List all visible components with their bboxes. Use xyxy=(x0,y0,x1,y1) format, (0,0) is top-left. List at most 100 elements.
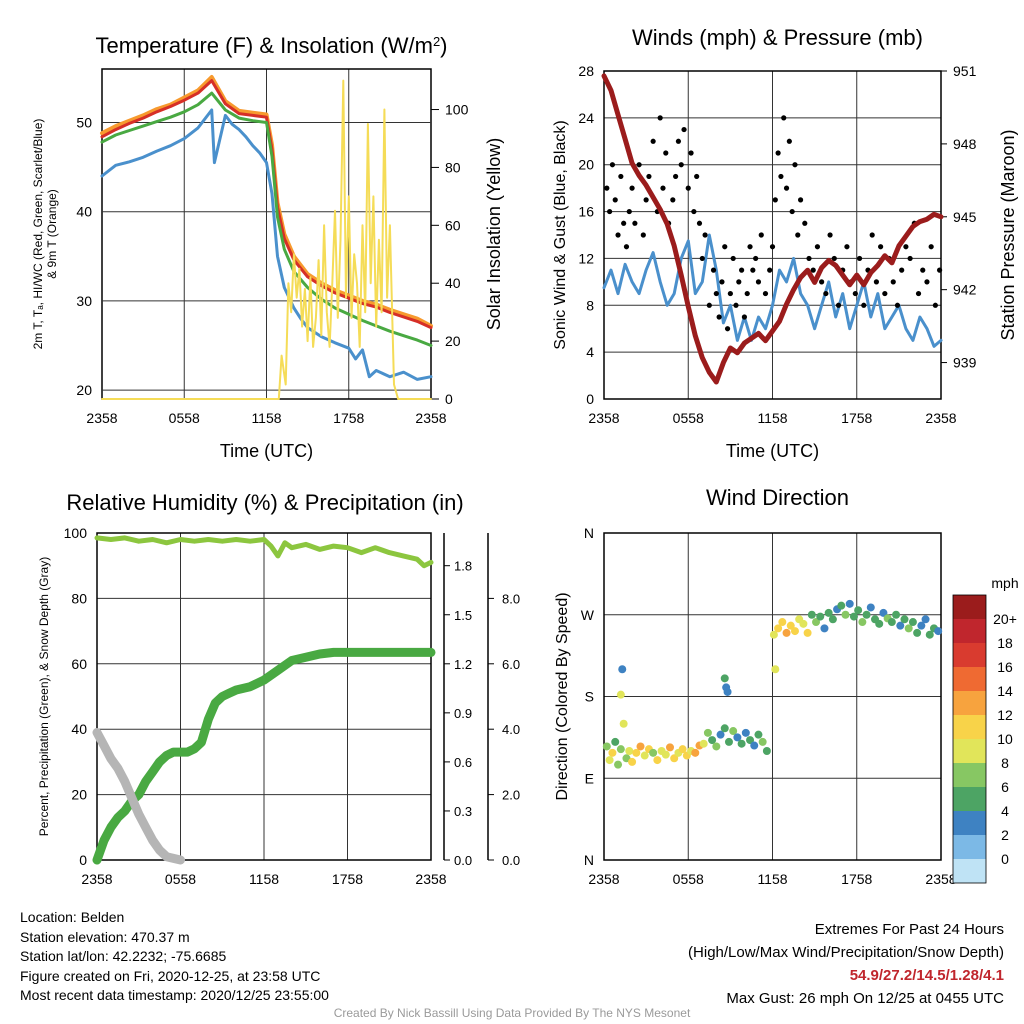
gust-point xyxy=(660,185,666,191)
y-tick-label: S xyxy=(585,689,594,705)
gust-point xyxy=(795,232,801,238)
gust-point xyxy=(615,232,621,238)
y-tick-label: 60 xyxy=(71,656,87,672)
colorbar-swatch xyxy=(953,667,986,691)
precip-tick-label: 0.0 xyxy=(454,853,472,868)
wind-dir-point xyxy=(803,628,812,637)
gust-point xyxy=(747,244,753,250)
wind-dir-point xyxy=(750,741,759,750)
y2-tick-label: 951 xyxy=(953,63,977,79)
gust-point xyxy=(727,290,733,297)
x-tick-label: 2358 xyxy=(81,871,112,887)
series-rh xyxy=(94,535,434,569)
y-tick-label: 30 xyxy=(76,293,92,309)
y-tick-label: W xyxy=(581,607,595,623)
gust-point xyxy=(750,267,756,273)
y-tick-label: E xyxy=(585,770,594,786)
gust-point xyxy=(739,267,745,273)
y-tick-label: 20 xyxy=(71,787,87,803)
x-tick-label: 0558 xyxy=(165,871,196,887)
y2-tick-label: 40 xyxy=(445,275,461,291)
x-tick-label: 0558 xyxy=(673,871,704,887)
gust-point xyxy=(733,302,739,308)
gust-point xyxy=(640,232,646,238)
wind-dir-point xyxy=(649,748,658,757)
y2-tick-label: 20 xyxy=(445,333,461,349)
wind-dir-point xyxy=(708,736,717,745)
gust-point xyxy=(758,232,764,238)
gust-point xyxy=(920,267,926,273)
gust-point xyxy=(894,302,901,308)
colorbar-label: 10 xyxy=(997,731,1013,747)
x-tick-label: 1158 xyxy=(757,410,787,426)
gust-point xyxy=(691,208,697,215)
y-axis-label: Sonic Wind & Gust (Blue, Black) xyxy=(552,120,569,349)
gust-point xyxy=(636,162,642,168)
wind-dir-point xyxy=(917,621,926,630)
gust-point xyxy=(924,279,930,285)
y-axis-label: Percent, Precipitation (Green), & Snow D… xyxy=(37,557,51,836)
wind-dir-point xyxy=(762,747,771,755)
y2-tick-label: 948 xyxy=(953,136,977,152)
gust-point xyxy=(604,185,610,191)
colorbar-label: 0 xyxy=(1001,851,1009,867)
wind-dir-point xyxy=(858,618,867,627)
wind-dir-point xyxy=(661,750,670,759)
x-tick-label: 1758 xyxy=(841,871,872,887)
colorbar-frame xyxy=(952,594,987,884)
gust-point xyxy=(802,220,808,226)
wind-dir-point xyxy=(754,730,763,739)
wind-dir-point xyxy=(632,748,641,757)
gust-point xyxy=(810,267,816,273)
wind-dir-point xyxy=(820,624,829,633)
wind-dir-point xyxy=(628,757,637,766)
wind-dir-point xyxy=(862,610,871,619)
snow-tick-label: 2.0 xyxy=(502,788,520,803)
wind-dir-point xyxy=(653,756,662,765)
x-tick-label: 2358 xyxy=(925,871,956,887)
wind-dir-point xyxy=(875,619,884,628)
y2-tick-label: 939 xyxy=(953,355,977,371)
y2-axis-label: Solar Insolation (Yellow) xyxy=(484,138,504,330)
y-tick-label: 20 xyxy=(76,382,92,398)
wind-dir-point xyxy=(774,624,783,633)
gust-point xyxy=(936,267,943,273)
wind-dir-point xyxy=(699,739,708,748)
chart-title: Relative Humidity (%) & Precipitation (i… xyxy=(66,490,463,515)
wind-dir-point xyxy=(746,736,755,745)
plot-frame xyxy=(603,70,942,400)
wind-dir-point xyxy=(616,690,625,699)
colorbar-label: 8 xyxy=(1001,755,1009,771)
y-axis-label: 2m T, Tₐ, HI/WC (Red, Green, Scarlet/Blu… xyxy=(31,119,45,350)
x-tick-label: 1158 xyxy=(757,871,787,887)
wind-dir-point xyxy=(665,743,674,752)
gust-point xyxy=(789,208,795,215)
station-location: Location: Belden xyxy=(20,909,125,925)
colorbar-swatch xyxy=(953,787,986,811)
series-yellow xyxy=(101,79,432,400)
title-superscript: 2 xyxy=(433,34,440,49)
wind-dir-point xyxy=(605,756,614,765)
series-blue xyxy=(100,108,433,381)
max-gust: Max Gust: 26 mph On 12/25 at 0455 UTC xyxy=(726,990,1004,1007)
wind-dir-point xyxy=(723,687,732,696)
y-axis-label: Direction (Colored By Speed) xyxy=(554,592,571,800)
wind-dir-point xyxy=(724,737,733,746)
gust-point xyxy=(753,255,759,262)
precip-tick-label: 1.2 xyxy=(454,657,472,672)
colorbar-swatch xyxy=(953,739,986,763)
gust-point xyxy=(852,290,858,297)
gust-point xyxy=(932,302,938,308)
wind-dir-point xyxy=(720,724,729,733)
gust-point xyxy=(724,326,731,332)
y-tick-label: 40 xyxy=(71,721,87,737)
gust-point xyxy=(915,290,922,297)
colorbar-swatch xyxy=(953,691,986,715)
series-snow xyxy=(92,728,185,865)
precip-tick-label: 0.9 xyxy=(454,706,472,721)
wind-dir-point xyxy=(828,615,837,624)
wind-dir-point xyxy=(691,748,700,757)
x-tick-label: 1158 xyxy=(249,871,279,887)
gust-point xyxy=(797,197,804,203)
